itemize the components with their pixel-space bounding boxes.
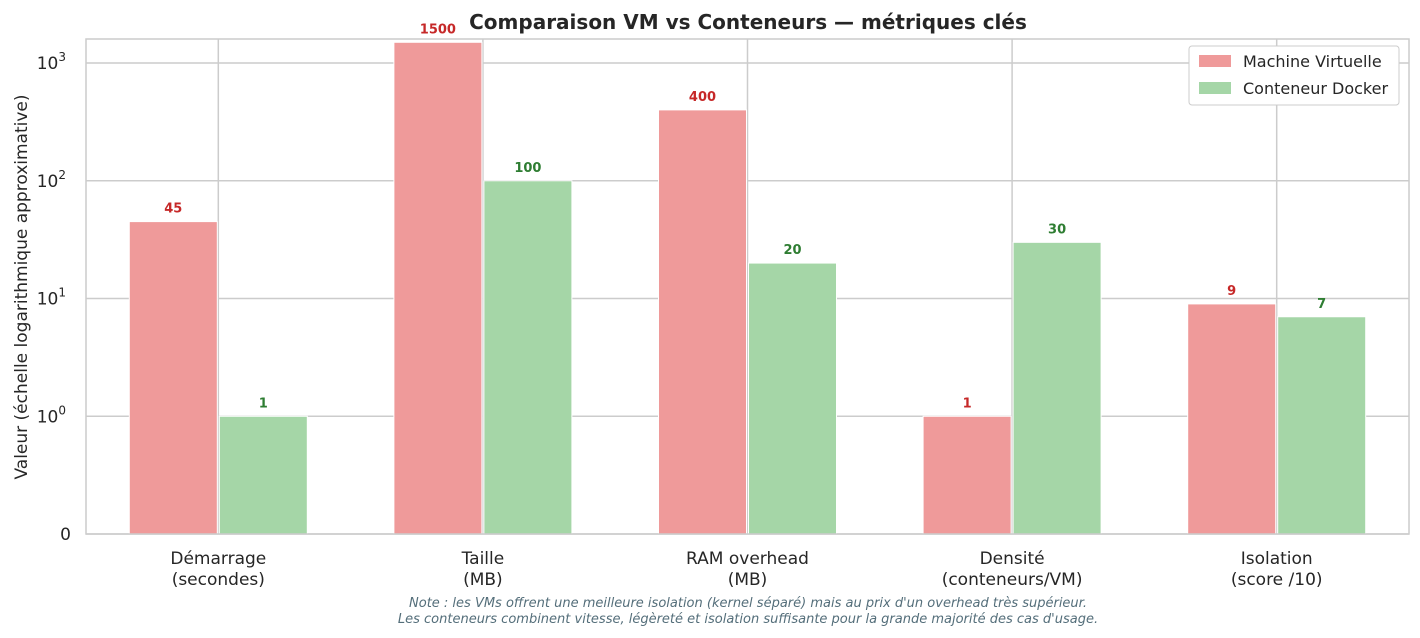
y-axis-label: Valeur (échelle logarithmique approximat…: [12, 94, 32, 479]
legend-swatch: [1199, 82, 1231, 94]
x-tick-label: Isolation: [1241, 549, 1313, 569]
bar-value-label: 1500: [420, 22, 456, 37]
chart-title: Comparaison VM vs Conteneurs — métriques…: [469, 10, 1027, 34]
bar-value-label: 400: [689, 90, 716, 105]
bar: [1012, 241, 1102, 535]
legend: Machine Virtuelle Conteneur Docker: [1188, 45, 1400, 106]
x-tick-label: (score /10): [1231, 570, 1323, 590]
note-line: Note : les VMs offrent une meilleure iso…: [409, 596, 1087, 611]
bar-value-label: 20: [783, 243, 801, 258]
bar: [393, 41, 483, 535]
bar-value-label: 30: [1048, 222, 1066, 237]
bar-value-label: 1: [963, 396, 972, 411]
x-tick-label: Densité: [980, 549, 1045, 569]
x-tick-label: (MB): [463, 570, 503, 590]
bar: [128, 221, 218, 535]
x-tick-label: RAM overhead: [686, 549, 809, 569]
y-tick-label: 103: [37, 50, 66, 74]
legend-label: Machine Virtuelle: [1243, 52, 1382, 71]
x-tick-label: Démarrage: [170, 549, 266, 569]
bar: [218, 415, 308, 535]
bar-value-label: 7: [1317, 297, 1326, 312]
y-tick-label: 102: [37, 168, 66, 192]
bar: [1277, 316, 1367, 535]
bar: [922, 415, 1012, 535]
y-tick-label: 101: [37, 286, 66, 310]
bar: [748, 262, 837, 535]
bar-value-label: 100: [514, 161, 541, 176]
note-line: Les conteneurs combinent vitesse, légère…: [398, 612, 1098, 627]
bar-value-label: 9: [1227, 284, 1236, 299]
x-tick-label: Taille: [461, 549, 505, 569]
bar-value-label: 1: [259, 396, 268, 411]
x-tick-label: (secondes): [172, 570, 265, 590]
plot-frame: [85, 38, 1410, 535]
legend-box: [1188, 45, 1400, 106]
x-tick-label: (conteneurs/VM): [942, 570, 1083, 590]
bar: [1187, 303, 1277, 535]
axes: 0100101102103Démarrage(secondes)Taille(M…: [37, 50, 1323, 590]
bar: [658, 109, 747, 535]
y-tick-label: 0: [60, 525, 71, 545]
bar: [483, 180, 573, 535]
value-labels: 45 1 1500 100 400 20 1 30 9 7: [164, 22, 1326, 411]
legend-label: Conteneur Docker: [1243, 79, 1388, 98]
note: Note : les VMs offrent une meilleure iso…: [398, 596, 1098, 627]
legend-swatch: [1199, 55, 1231, 67]
x-tick-label: (MB): [728, 570, 768, 590]
bar-value-label: 45: [164, 202, 182, 217]
y-tick-label: 100: [37, 403, 66, 427]
